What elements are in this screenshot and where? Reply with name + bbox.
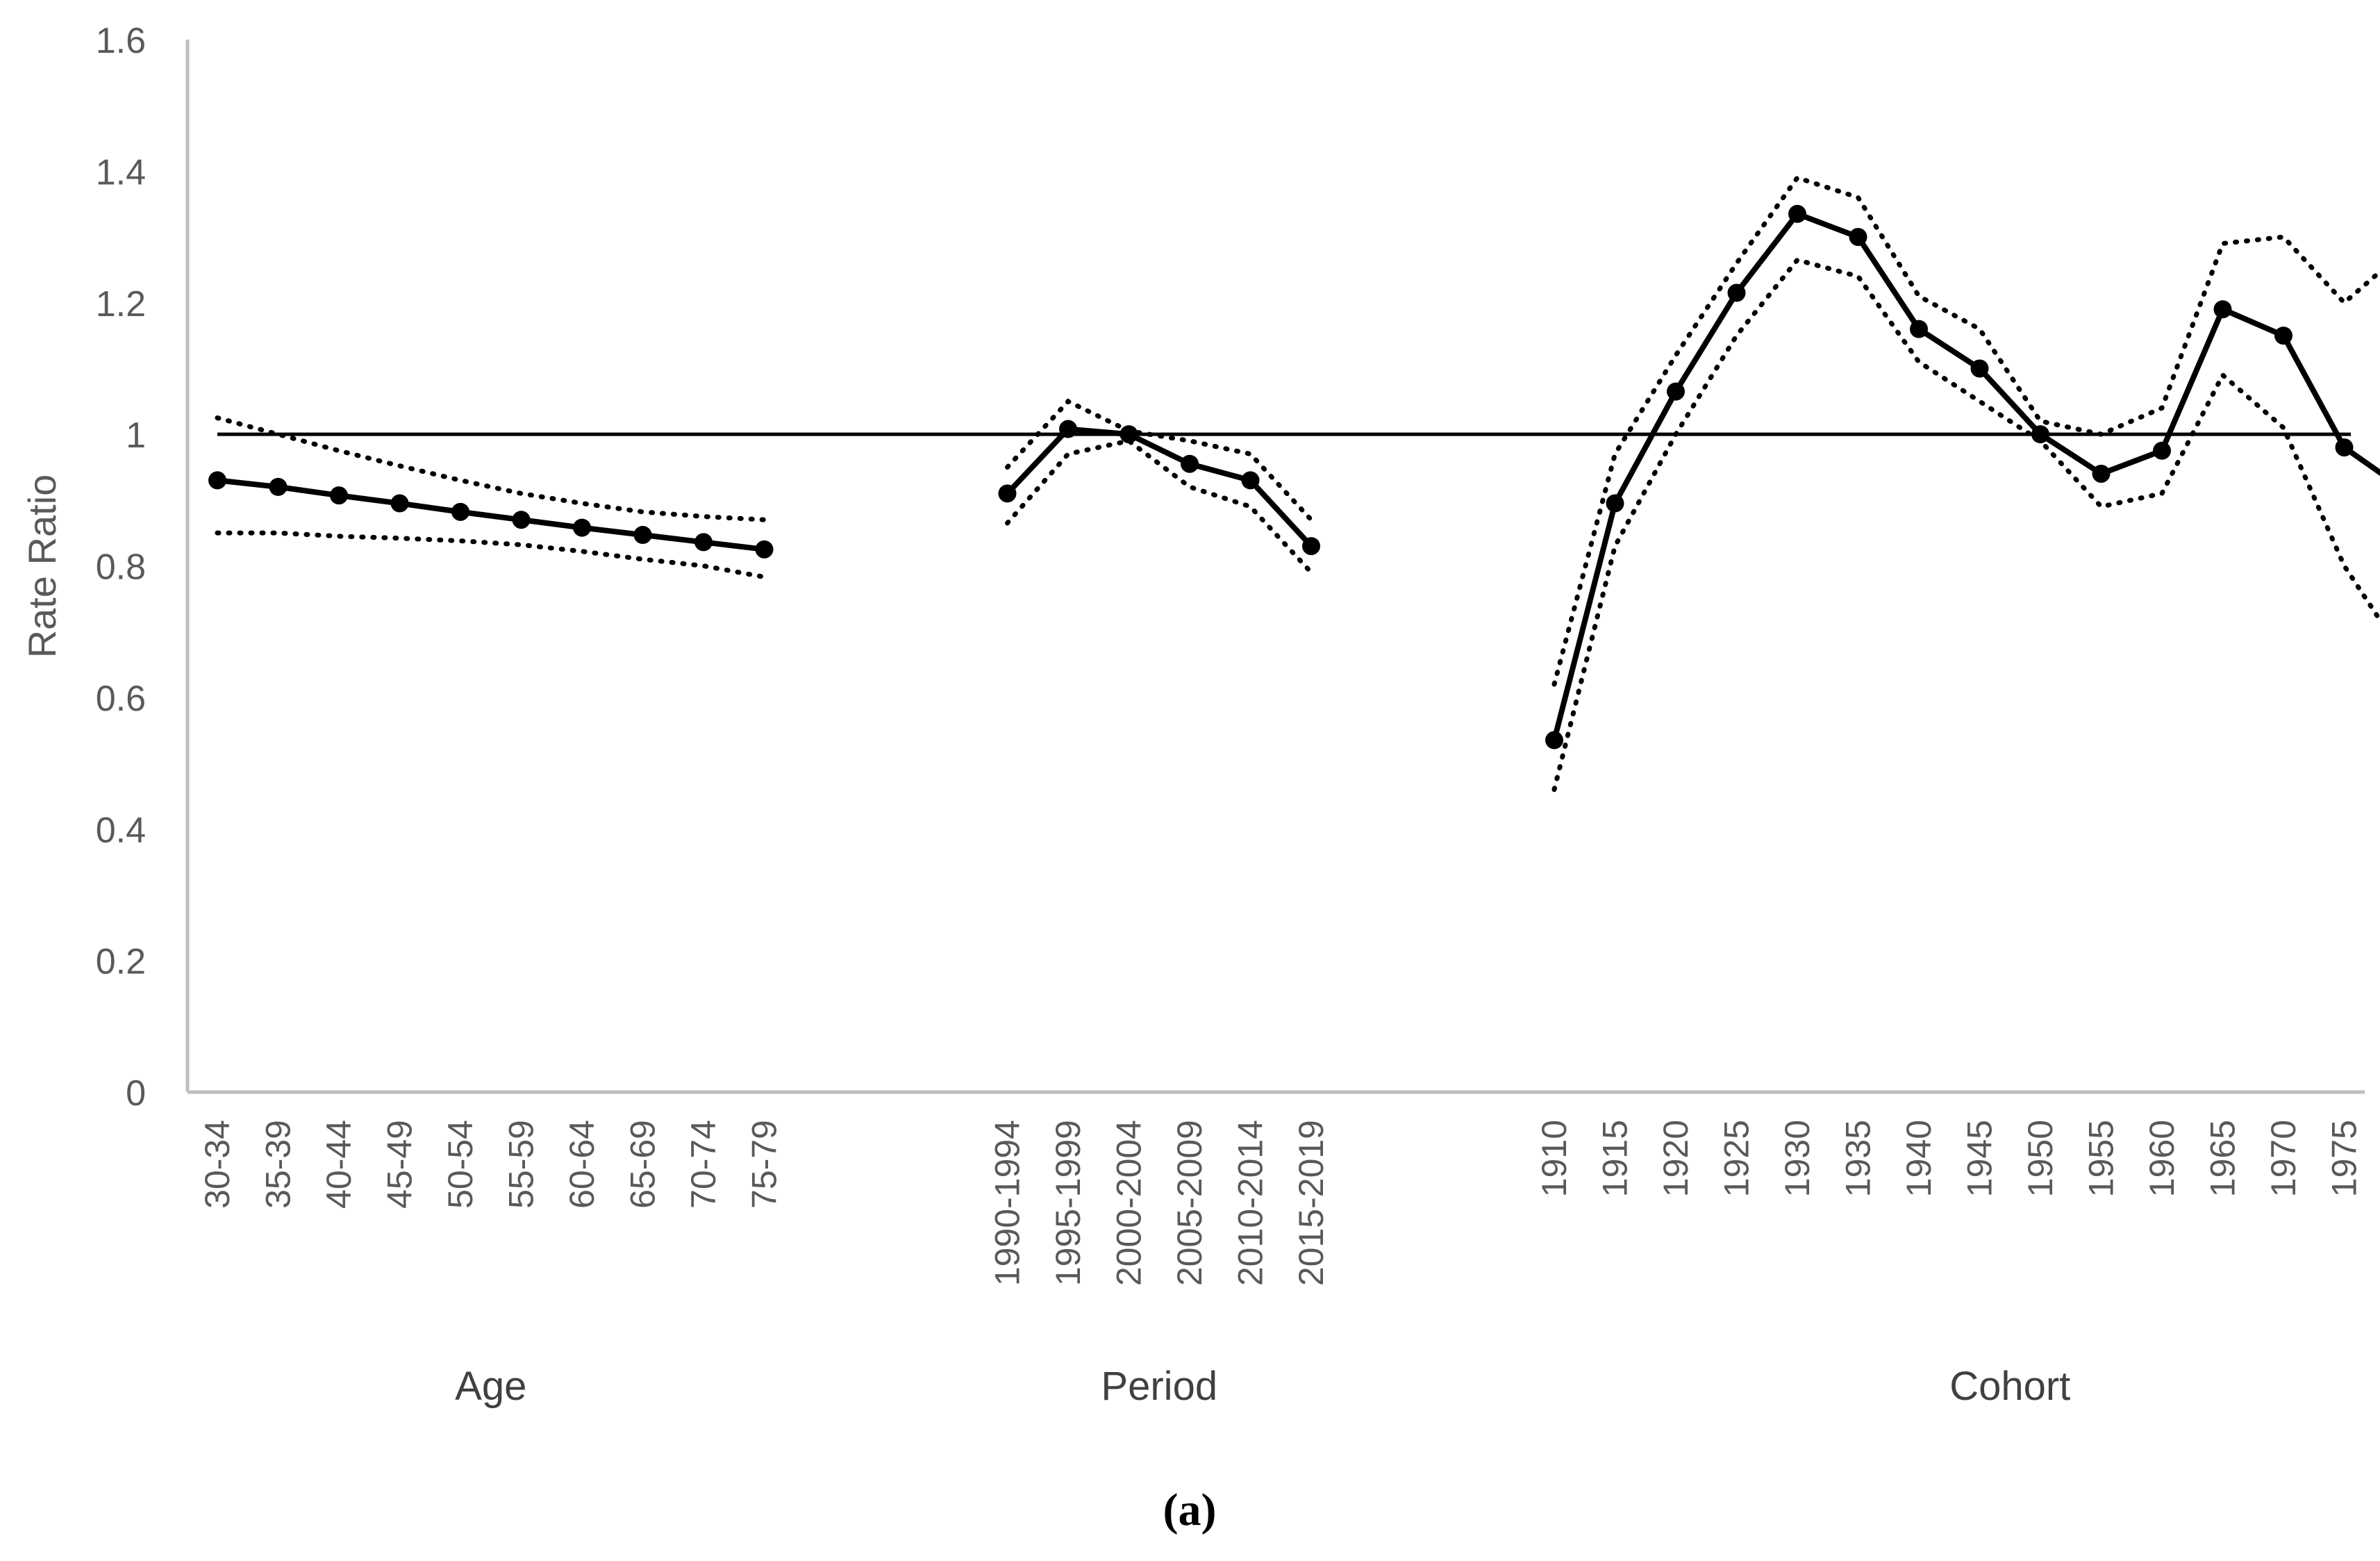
- estimate-point: [998, 484, 1017, 503]
- x-tick-label: 50-54: [441, 1120, 480, 1209]
- x-tick-label: 1965: [2204, 1120, 2242, 1197]
- x-tick-label: 1940: [1899, 1120, 1938, 1197]
- y-tick-label: 0.2: [96, 942, 146, 982]
- y-tick-label: 0.8: [96, 547, 146, 588]
- estimate-point: [1241, 471, 1260, 490]
- x-tick-label: 1990-1994: [988, 1120, 1027, 1286]
- x-tick-label: 1935: [1839, 1120, 1878, 1197]
- estimate-point: [1120, 425, 1138, 444]
- estimate-point: [330, 486, 348, 505]
- y-tick-label: 0.4: [96, 810, 146, 850]
- x-tick-label: 35-39: [259, 1120, 298, 1209]
- estimate-line: [217, 477, 765, 552]
- estimate-point: [755, 540, 774, 559]
- estimate-point: [2274, 327, 2292, 345]
- x-tick-label: 1970: [2264, 1120, 2303, 1197]
- estimate-point: [694, 533, 713, 552]
- group-label: Cohort: [1949, 1364, 2070, 1409]
- x-tick-label: 2015-2019: [1292, 1120, 1331, 1286]
- estimate-point: [1545, 731, 1563, 750]
- x-tick-label: 1960: [2142, 1120, 2181, 1197]
- axes: [185, 40, 2365, 1094]
- lower-ci-line: [215, 530, 767, 580]
- x-tick-label: 1975: [2325, 1120, 2364, 1197]
- x-tick-label: 55-59: [502, 1120, 541, 1209]
- lower-ci-line: [1005, 438, 1314, 575]
- x-tick-label: 45-49: [381, 1120, 419, 1209]
- estimate-point: [633, 525, 652, 544]
- estimate-point: [2153, 441, 2171, 460]
- estimate-point: [1059, 420, 1077, 438]
- x-tick-label: 70-74: [684, 1120, 723, 1209]
- y-axis-label: Rate Ratio: [20, 474, 64, 659]
- x-tick-label: 1915: [1596, 1120, 1635, 1197]
- group-label: Age: [455, 1364, 526, 1409]
- upper-ci-line: [1005, 398, 1314, 522]
- estimate-point: [573, 518, 591, 537]
- estimate-point: [208, 471, 226, 490]
- x-tick-label: 1995-1999: [1049, 1120, 1088, 1286]
- estimate-point: [1788, 204, 1806, 223]
- estimate-point: [390, 494, 409, 513]
- estimate-point: [2335, 438, 2354, 457]
- x-tick-label: 2000-2004: [1110, 1120, 1149, 1286]
- x-tick-label: 60-64: [563, 1120, 601, 1209]
- tick-labels: 0 0.2 0.4 0.6 0.8 1 1.2 1.4 1.6 30-34 35-39 40-44 45…: [96, 21, 2364, 1409]
- x-tick-label: 1950: [2021, 1120, 2060, 1197]
- x-tick-label: 30-34: [198, 1120, 237, 1209]
- figure-caption: (a): [1163, 1485, 1217, 1535]
- group-label: Period: [1101, 1364, 1217, 1409]
- estimate-point: [1302, 537, 1320, 556]
- x-tick-label: 40-44: [319, 1120, 358, 1209]
- x-tick-label: 1925: [1717, 1120, 1756, 1197]
- estimate-point: [451, 502, 469, 521]
- estimate-point: [1606, 494, 1624, 513]
- x-tick-label: 2010-2014: [1231, 1120, 1270, 1286]
- y-tick-label: 1.2: [96, 284, 146, 324]
- estimate-point: [2092, 464, 2111, 483]
- y-tick-label: 1: [126, 415, 146, 456]
- x-tick-label: 1930: [1778, 1120, 1817, 1197]
- x-tick-label: 65-69: [624, 1120, 663, 1209]
- estimate-point: [1970, 359, 1989, 378]
- y-tick-label: 0.6: [96, 679, 146, 719]
- x-tick-label: 75-79: [745, 1120, 784, 1209]
- x-tick-label: 1910: [1535, 1120, 1574, 1197]
- estimate-point: [1667, 382, 1685, 401]
- y-tick-label: 1.4: [96, 152, 146, 192]
- estimate-point: [269, 477, 288, 496]
- estimate-line: [1551, 210, 2380, 741]
- x-tick-label: 1945: [1961, 1120, 1999, 1197]
- estimate-point: [1910, 320, 1928, 338]
- estimate-point: [1181, 454, 1199, 473]
- x-tick-label: 1920: [1656, 1120, 1695, 1197]
- upper-ci-line: [1551, 174, 2380, 687]
- estimate-point: [512, 511, 531, 529]
- y-tick-label: 0: [126, 1073, 146, 1114]
- estimate-point: [1727, 283, 1746, 302]
- upper-ci-line: [215, 415, 767, 522]
- x-tick-label: 1955: [2082, 1120, 2121, 1197]
- lower-ci-line: [1551, 257, 2380, 792]
- estimate-point: [1849, 228, 1867, 247]
- estimate-point: [2213, 300, 2232, 319]
- series-lines: [208, 174, 2380, 792]
- x-tick-label: 2005-2009: [1170, 1120, 1209, 1286]
- estimate-line: [1005, 426, 1313, 548]
- y-tick-label: 1.6: [96, 21, 146, 61]
